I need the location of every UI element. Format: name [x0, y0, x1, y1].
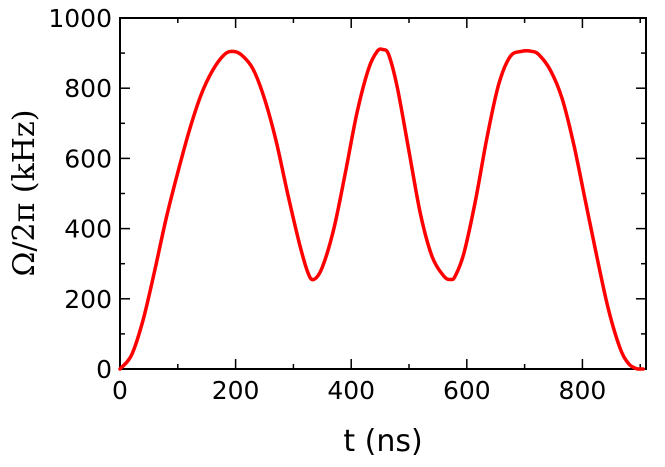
- y-tick-label: 0: [96, 355, 112, 384]
- y-tick-label: 600: [64, 144, 112, 173]
- y-tick-label: 200: [64, 285, 112, 314]
- x-tick-label: 200: [212, 376, 260, 405]
- y-tick-label: 400: [64, 215, 112, 244]
- x-tick-label: 0: [112, 376, 128, 405]
- plot-frame: [119, 17, 647, 370]
- x-axis-label: t (ns): [343, 424, 422, 459]
- x-tick-label: 800: [559, 376, 607, 405]
- y-tick-labels: 0 200 400 600 800 1000: [48, 4, 112, 384]
- y-tick-label: 1000: [48, 4, 112, 33]
- axis-ticks: [119, 17, 646, 370]
- series-line: [118, 47, 645, 371]
- y-tick-label: 800: [64, 74, 112, 103]
- y-axis-label: Ω/2π (kHz): [7, 110, 42, 277]
- x-tick-label: 400: [327, 376, 375, 405]
- x-tick-label: 600: [443, 376, 491, 405]
- x-tick-labels: 0 200 400 600 800: [112, 376, 606, 405]
